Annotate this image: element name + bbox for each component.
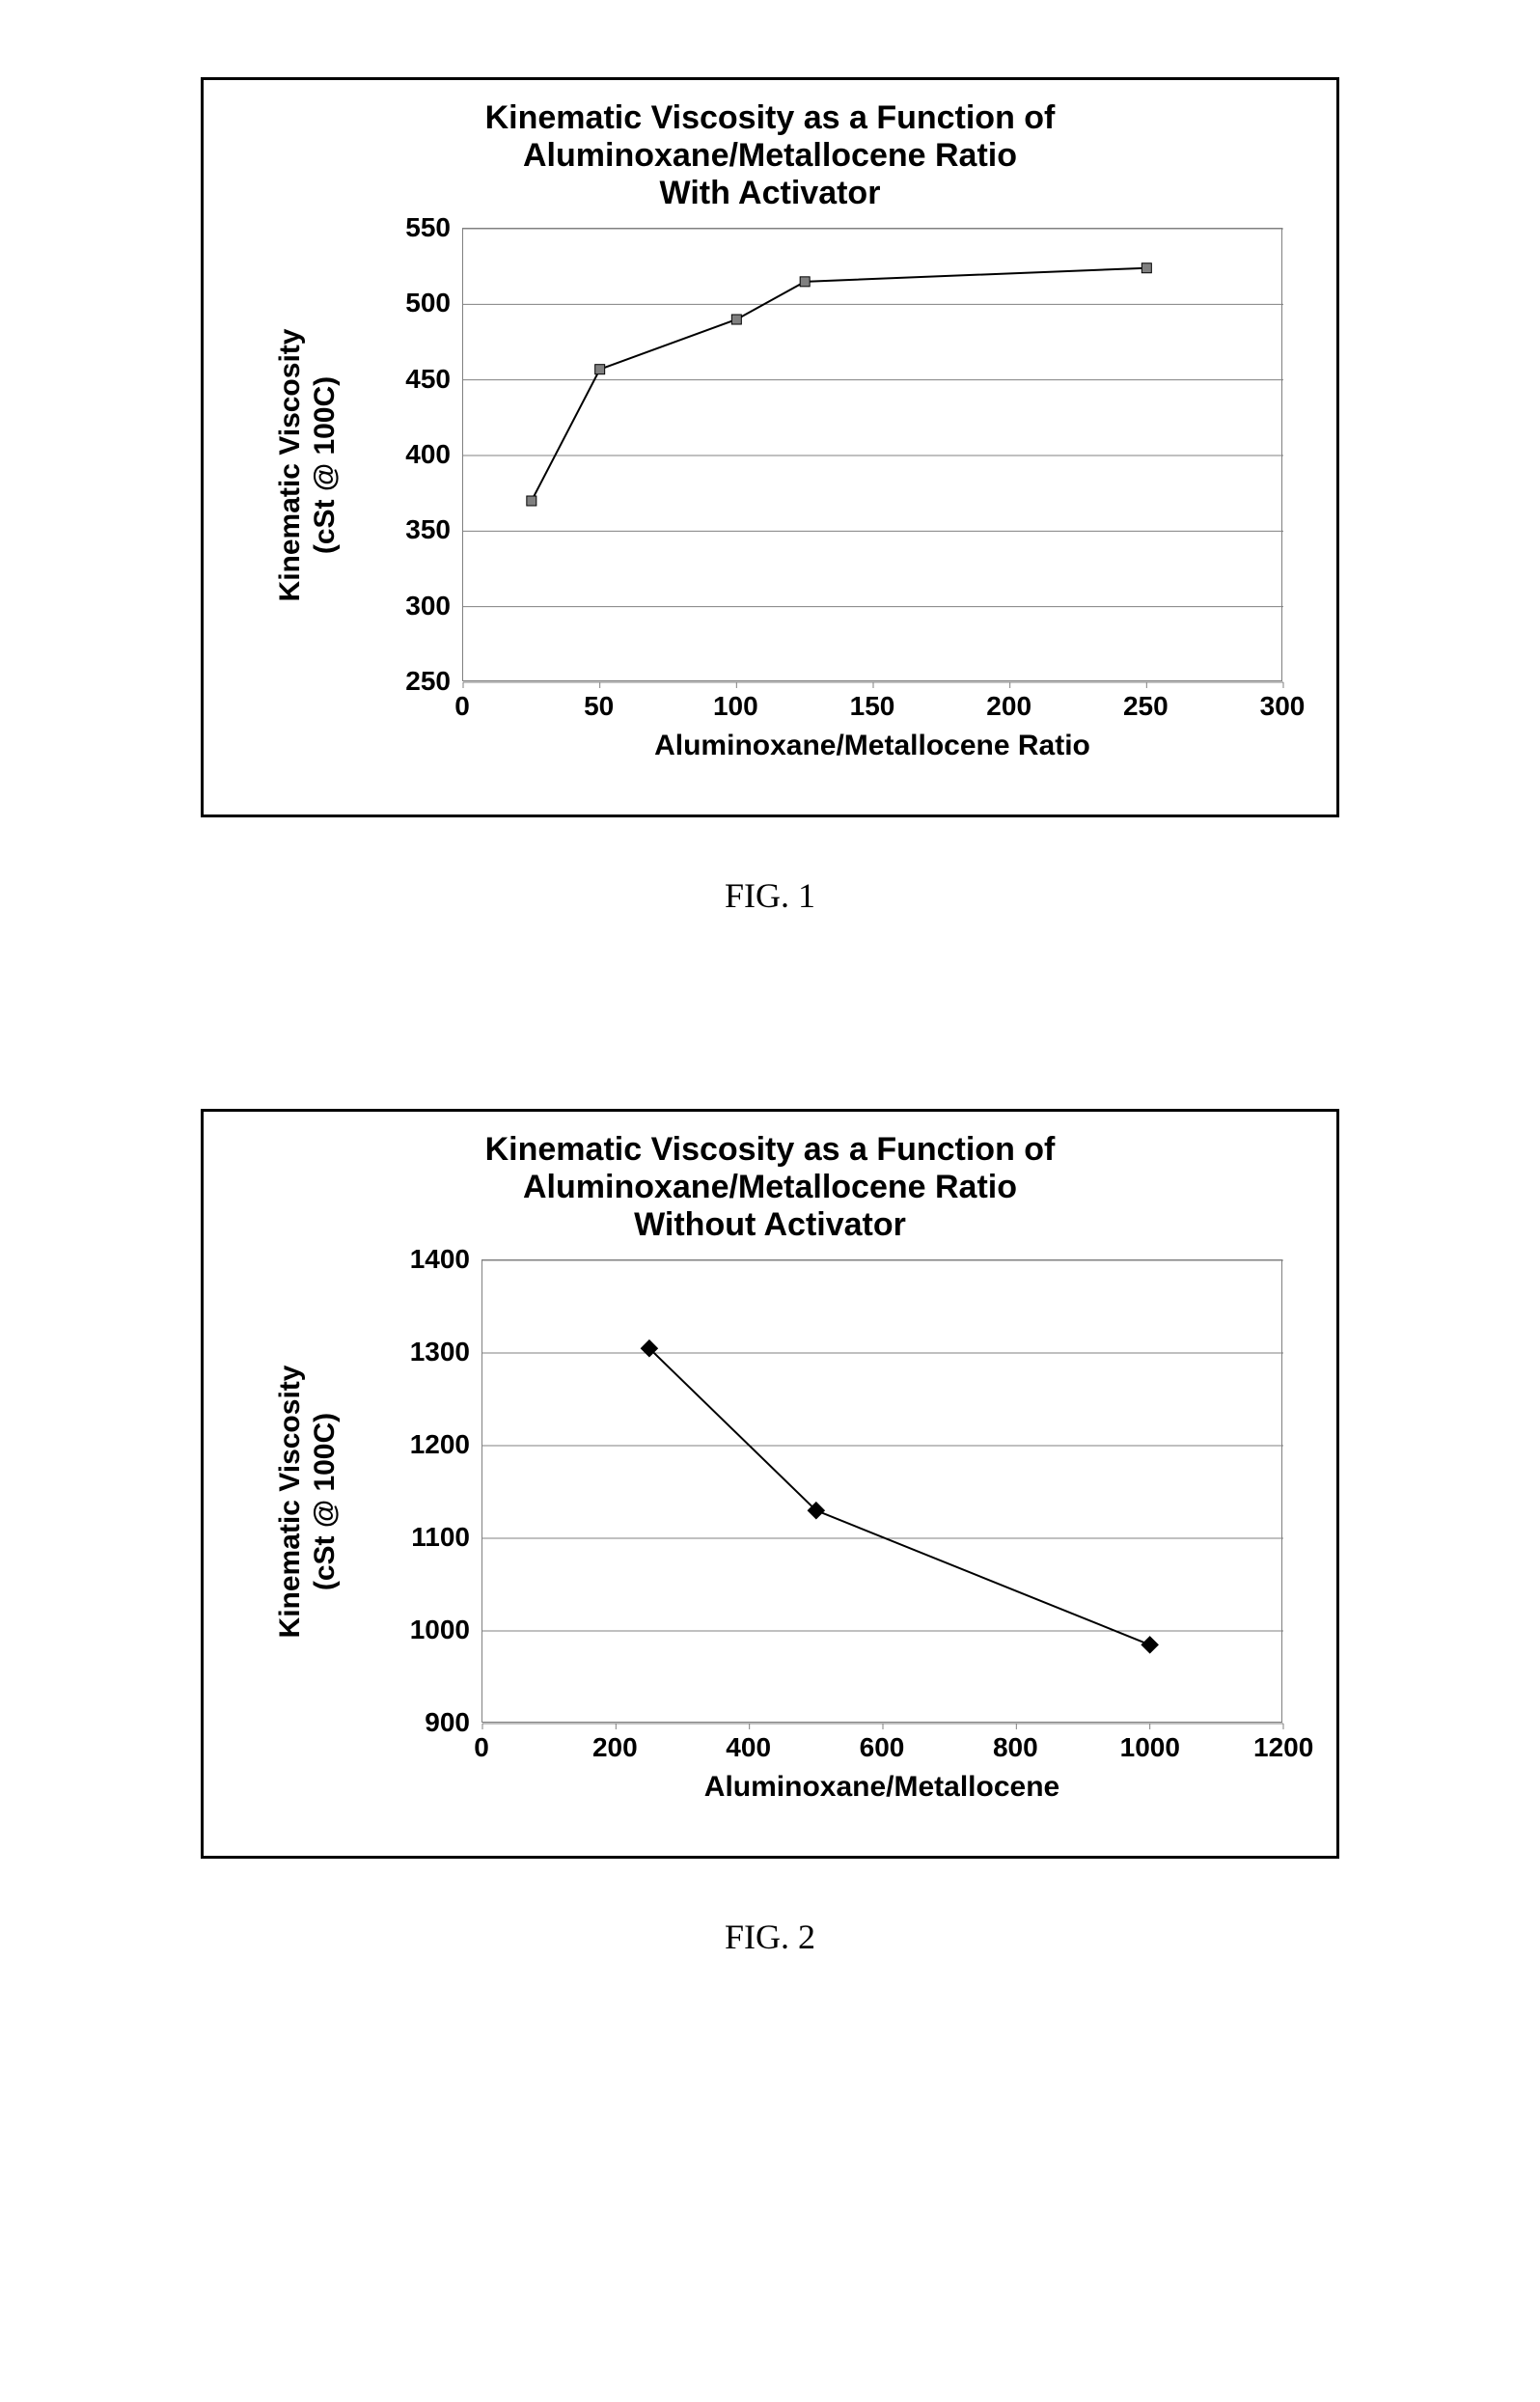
x-tick-label: 200 <box>586 1732 644 1763</box>
fig2-y-axis-label: Kinematic Viscosity (cSt @ 100C) <box>273 1309 343 1695</box>
figure-1: Kinematic Viscosity as a Function of Alu… <box>154 77 1386 916</box>
y-tick-label: 500 <box>405 288 451 318</box>
fig1-x-axis-label: Aluminoxane/Metallocene Ratio <box>462 730 1282 762</box>
y-tick-label: 400 <box>405 439 451 470</box>
y-tick-label: 1200 <box>410 1429 470 1460</box>
fig2-x-axis-label: Aluminoxane/Metallocene <box>481 1771 1282 1804</box>
y-tick-label: 1000 <box>410 1615 470 1645</box>
fig1-outer-frame: Kinematic Viscosity as a Function of Alu… <box>201 77 1339 817</box>
x-tick-label: 300 <box>1253 691 1311 722</box>
x-tick-label: 0 <box>433 691 491 722</box>
fig2-plot-svg <box>482 1260 1283 1724</box>
page: Kinematic Viscosity as a Function of Alu… <box>0 0 1540 2073</box>
fig2-plot-area <box>481 1259 1282 1723</box>
fig1-plot-svg <box>463 229 1283 682</box>
fig2-outer-frame: Kinematic Viscosity as a Function of Alu… <box>201 1109 1339 1859</box>
x-tick-label: 0 <box>453 1732 510 1763</box>
fig1-plot-area <box>462 228 1282 681</box>
y-tick-label: 1300 <box>410 1337 470 1367</box>
x-tick-label: 800 <box>986 1732 1044 1763</box>
x-tick-label: 50 <box>570 691 628 722</box>
x-tick-label: 600 <box>853 1732 911 1763</box>
x-tick-label: 250 <box>1116 691 1174 722</box>
fig1-chart-body: Kinematic Viscosity (cSt @ 100C) Alumino… <box>231 218 1309 787</box>
fig1-title: Kinematic Viscosity as a Function of Alu… <box>231 99 1309 212</box>
fig1-caption: FIG. 1 <box>154 875 1386 916</box>
y-tick-label: 450 <box>405 364 451 395</box>
y-tick-label: 1400 <box>410 1244 470 1275</box>
y-tick-label: 300 <box>405 591 451 621</box>
x-tick-label: 1200 <box>1253 1732 1311 1763</box>
figure-2: Kinematic Viscosity as a Function of Alu… <box>154 1109 1386 1957</box>
x-tick-label: 200 <box>980 691 1038 722</box>
y-tick-label: 350 <box>405 514 451 545</box>
x-tick-label: 400 <box>720 1732 778 1763</box>
x-tick-label: 150 <box>843 691 901 722</box>
y-tick-label: 550 <box>405 212 451 243</box>
fig2-title: Kinematic Viscosity as a Function of Alu… <box>231 1131 1309 1244</box>
fig1-y-axis-label: Kinematic Viscosity (cSt @ 100C) <box>273 272 343 658</box>
fig2-chart-body: Kinematic Viscosity (cSt @ 100C) Alumino… <box>231 1250 1309 1829</box>
y-tick-label: 1100 <box>411 1522 470 1553</box>
x-tick-label: 100 <box>706 691 764 722</box>
fig2-caption: FIG. 2 <box>154 1917 1386 1957</box>
x-tick-label: 1000 <box>1120 1732 1178 1763</box>
